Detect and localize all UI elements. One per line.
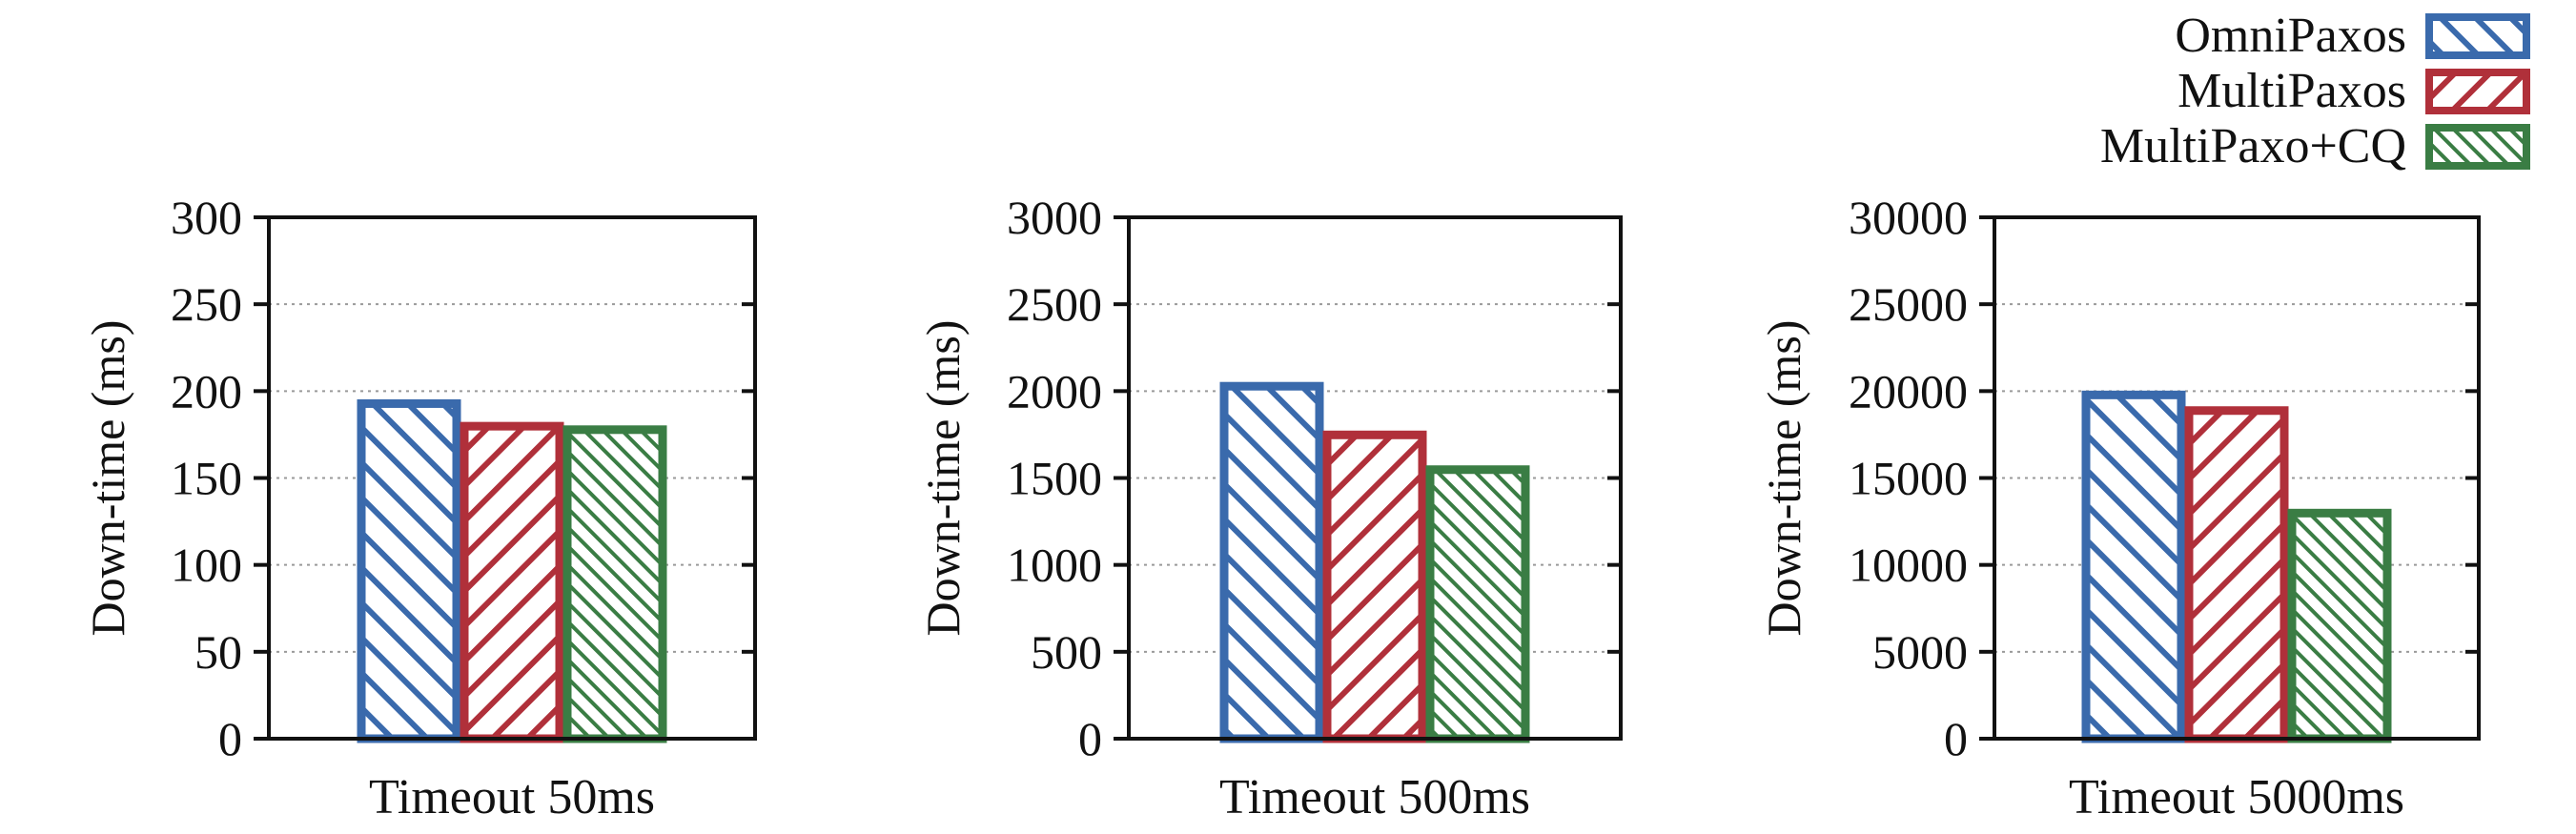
legend-label: OmniPaxos (2175, 9, 2406, 63)
chart-panel-2: 0 500 1000 1500 2000 2500 3000 Down-time (ms) Ti… (916, 191, 1623, 824)
chart-panel-3: 0 5000 10000 15000 20000 25000 30000 Down-time … (1757, 191, 2481, 824)
y-tick-label: 300 (171, 191, 242, 244)
y-tick-label: 0 (1944, 712, 1968, 765)
bar-multipaxo-cq (2287, 508, 2392, 743)
legend-item-multipaxo-cq: MultiPaxo+CQ (2100, 119, 2530, 173)
legend-item-omnipaxos: OmniPaxos (2175, 9, 2530, 63)
x-axis-label: Timeout 50ms (369, 770, 655, 824)
legend-item-multipaxos: MultiPaxos (2177, 64, 2530, 118)
bar-multipaxos (460, 421, 564, 743)
y-tick-label: 250 (171, 277, 242, 331)
y-tick-label: 0 (218, 712, 242, 765)
legend-swatch (2425, 69, 2530, 114)
y-tick-label: 150 (171, 452, 242, 505)
y-tick-label: 20000 (1849, 364, 1968, 417)
chart-panel-1: 0 50 100 150 200 250 300 Down-time (ms) Timeout … (81, 191, 757, 824)
y-tick-label: 2000 (1007, 364, 1102, 417)
y-tick-label: 200 (171, 364, 242, 417)
y-tick-label: 5000 (1872, 625, 1968, 679)
legend-swatch (2425, 124, 2530, 170)
y-tick-label: 50 (194, 625, 242, 679)
legend-label: MultiPaxo+CQ (2100, 119, 2406, 173)
y-tick-label: 2500 (1007, 277, 1102, 331)
y-tick-label: 100 (171, 539, 242, 592)
y-axis-label: Down-time (ms) (81, 320, 134, 637)
bar-multipaxo-cq (562, 425, 667, 743)
x-axis-label: Timeout 500ms (1219, 770, 1530, 824)
legend-swatch (2425, 13, 2530, 59)
legend-label: MultiPaxos (2177, 64, 2406, 118)
y-tick-label: 0 (1078, 712, 1102, 765)
y-tick-label: 3000 (1007, 191, 1102, 244)
y-tick-label: 500 (1031, 625, 1102, 679)
y-tick-label: 1000 (1007, 539, 1102, 592)
bar-omnipaxos (2081, 390, 2186, 743)
bar-multipaxos (2184, 406, 2289, 743)
y-tick-label: 30000 (1849, 191, 1968, 244)
bar-omnipaxos (1219, 381, 1324, 743)
y-tick-label: 25000 (1849, 277, 1968, 331)
bar-omnipaxos (357, 398, 461, 743)
y-axis-label: Down-time (ms) (916, 320, 970, 637)
y-axis-label: Down-time (ms) (1757, 320, 1810, 637)
bar-multipaxo-cq (1425, 465, 1530, 743)
chart-panels: 0 50 100 150 200 250 300 Down-time (ms) Timeout … (81, 191, 2481, 824)
y-tick-label: 15000 (1849, 452, 1968, 505)
y-tick-label: 10000 (1849, 539, 1968, 592)
y-tick-label: 1500 (1007, 452, 1102, 505)
x-axis-label: Timeout 5000ms (2069, 770, 2404, 824)
bar-multipaxos (1322, 430, 1427, 743)
